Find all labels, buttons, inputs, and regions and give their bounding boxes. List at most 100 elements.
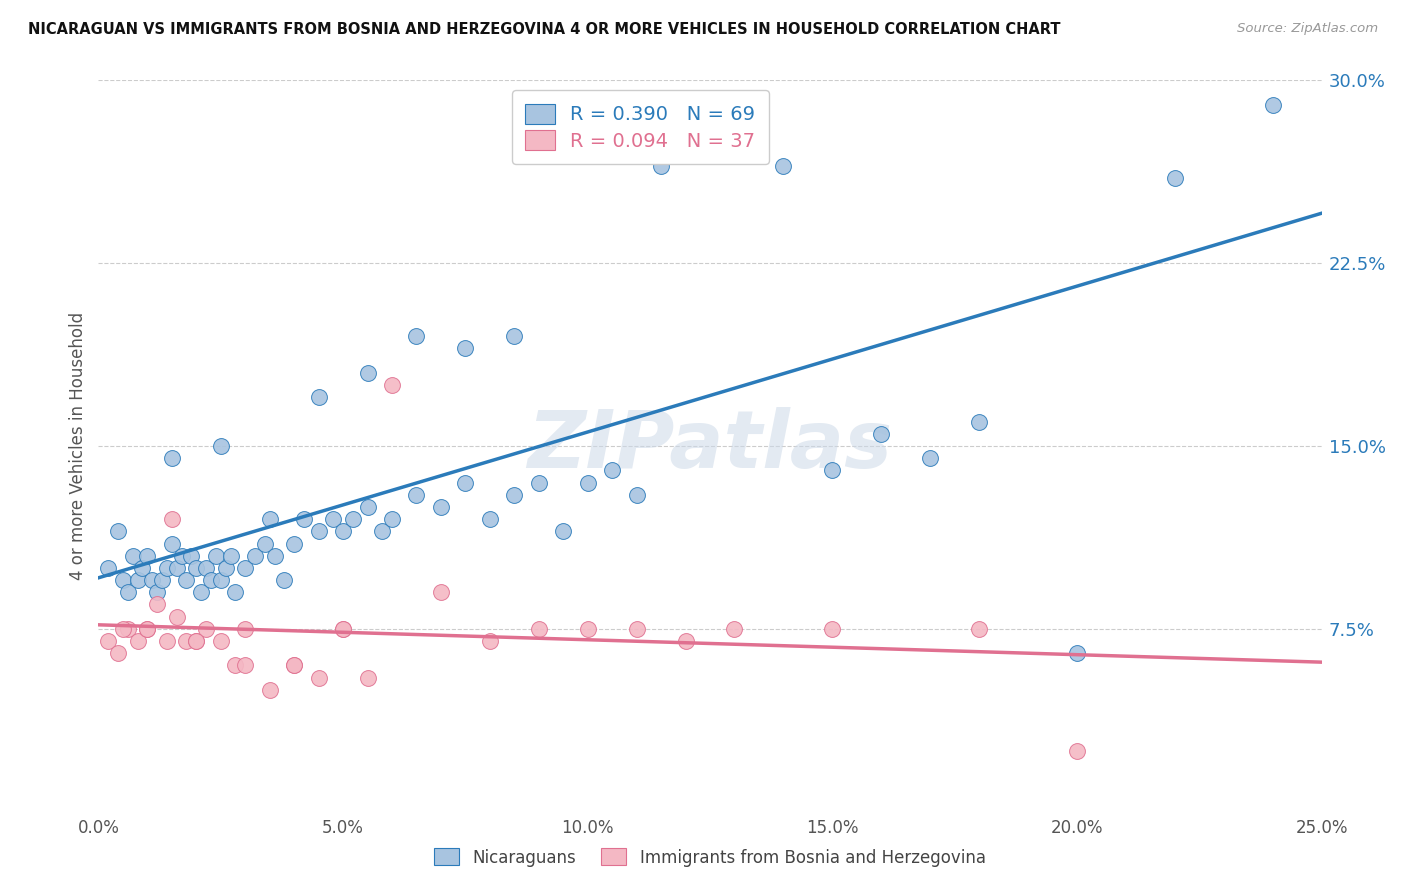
Point: [478, 512, 501, 526]
Point: [233, 561, 256, 575]
Point: [233, 622, 256, 636]
Point: [332, 524, 354, 539]
Point: [381, 378, 404, 392]
Point: [136, 549, 159, 563]
Point: [283, 658, 305, 673]
Point: [283, 658, 305, 673]
Point: [332, 622, 354, 636]
Point: [136, 622, 159, 636]
Point: [146, 598, 169, 612]
Point: [186, 561, 208, 575]
Point: [97, 634, 120, 648]
Point: [160, 536, 183, 550]
Point: [224, 658, 246, 673]
Point: [356, 671, 378, 685]
Point: [141, 573, 163, 587]
Point: [356, 366, 378, 380]
Point: [186, 634, 208, 648]
Point: [675, 634, 697, 648]
Point: [576, 475, 599, 490]
Point: [214, 561, 236, 575]
Point: [127, 634, 149, 648]
Point: [430, 585, 453, 599]
Text: ZIPatlas: ZIPatlas: [527, 407, 893, 485]
Point: [821, 622, 844, 636]
Text: Source: ZipAtlas.com: Source: ZipAtlas.com: [1237, 22, 1378, 36]
Point: [146, 585, 169, 599]
Point: [308, 390, 330, 404]
Y-axis label: 4 or more Vehicles in Household: 4 or more Vehicles in Household: [69, 312, 87, 580]
Point: [503, 329, 526, 343]
Point: [111, 622, 134, 636]
Point: [1066, 744, 1088, 758]
Point: [131, 561, 153, 575]
Point: [180, 549, 202, 563]
Point: [675, 146, 697, 161]
Point: [160, 451, 183, 466]
Point: [527, 475, 550, 490]
Point: [356, 500, 378, 514]
Point: [219, 549, 242, 563]
Point: [821, 463, 844, 477]
Point: [195, 561, 218, 575]
Point: [1066, 646, 1088, 660]
Point: [273, 573, 295, 587]
Point: [723, 622, 745, 636]
Point: [195, 622, 218, 636]
Point: [405, 488, 427, 502]
Point: [405, 329, 427, 343]
Point: [209, 439, 232, 453]
Point: [600, 463, 623, 477]
Point: [136, 622, 159, 636]
Point: [160, 512, 183, 526]
Point: [176, 634, 198, 648]
Point: [503, 488, 526, 502]
Point: [209, 634, 232, 648]
Point: [430, 500, 453, 514]
Point: [263, 549, 285, 563]
Point: [381, 512, 404, 526]
Point: [190, 585, 212, 599]
Point: [553, 524, 575, 539]
Point: [967, 415, 990, 429]
Point: [186, 634, 208, 648]
Point: [454, 342, 477, 356]
Point: [156, 561, 179, 575]
Point: [342, 512, 364, 526]
Point: [166, 609, 188, 624]
Point: [576, 622, 599, 636]
Point: [117, 585, 139, 599]
Point: [176, 573, 198, 587]
Point: [967, 622, 990, 636]
Point: [371, 524, 394, 539]
Point: [650, 159, 672, 173]
Point: [209, 573, 232, 587]
Legend: Nicaraguans, Immigrants from Bosnia and Herzegovina: Nicaraguans, Immigrants from Bosnia and …: [425, 838, 995, 877]
Point: [253, 536, 276, 550]
Point: [233, 658, 256, 673]
Point: [870, 426, 893, 441]
Point: [107, 646, 129, 660]
Point: [1164, 170, 1187, 185]
Point: [308, 671, 330, 685]
Point: [626, 488, 648, 502]
Point: [150, 573, 173, 587]
Point: [121, 549, 143, 563]
Point: [117, 622, 139, 636]
Point: [107, 524, 129, 539]
Point: [259, 512, 281, 526]
Point: [170, 549, 193, 563]
Point: [166, 561, 188, 575]
Point: [308, 524, 330, 539]
Point: [127, 573, 149, 587]
Point: [527, 622, 550, 636]
Point: [1261, 97, 1284, 112]
Point: [920, 451, 942, 466]
Point: [292, 512, 315, 526]
Point: [205, 549, 228, 563]
Point: [97, 561, 120, 575]
Point: [772, 159, 794, 173]
Point: [111, 573, 134, 587]
Point: [283, 536, 305, 550]
Point: [224, 585, 246, 599]
